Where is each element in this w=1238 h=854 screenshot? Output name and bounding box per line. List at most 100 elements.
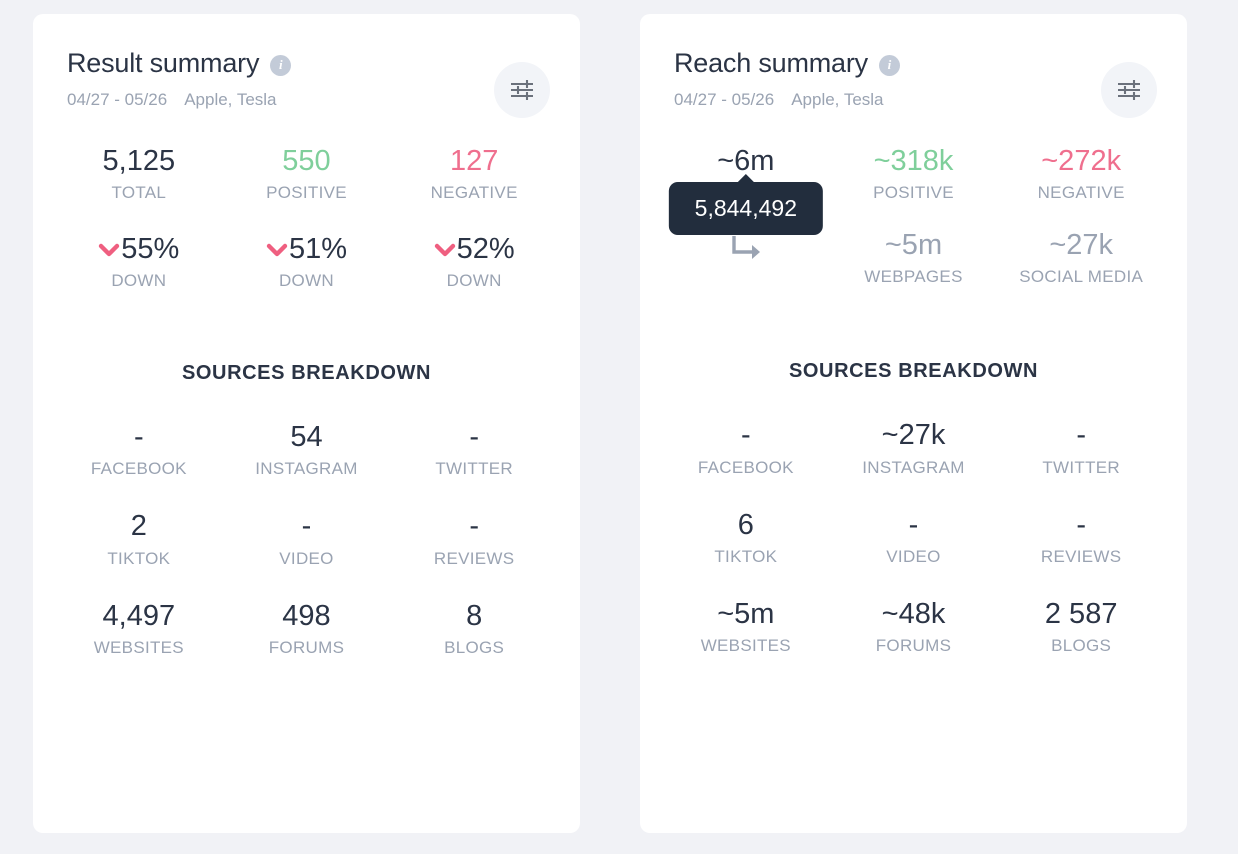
chevron-down-icon <box>99 243 120 256</box>
stat-label: WEBPAGES <box>864 267 963 287</box>
breakdown-value: ~27k <box>881 419 946 452</box>
breakdown-reviews: - REVIEWS <box>997 508 1165 567</box>
stat-negative: ~272k NEGATIVE <box>997 144 1165 203</box>
breakdown-row: - FACEBOOK 54 INSTAGRAM - TWITTER <box>33 420 580 479</box>
breakdown-value: 6 <box>737 508 754 541</box>
title-row: Reach summary i <box>674 48 1153 79</box>
primary-stats-row: ~6m 5,844,492 ~318k POSITIVE ~272k NEGAT… <box>640 144 1187 235</box>
tooltip-value: 5,844,492 <box>668 182 823 235</box>
sub-breakdown-indicator <box>662 228 830 287</box>
settings-button[interactable] <box>1101 62 1157 118</box>
corner-down-right-arrow-icon <box>732 236 760 260</box>
date-range: 04/27 - 05/26 <box>67 90 168 109</box>
breakdown-value: - <box>1076 419 1086 452</box>
trend-label: DOWN <box>111 271 167 291</box>
stat-webpages: ~5m WEBPAGES <box>830 228 998 287</box>
breakdown-label: TIKTOK <box>107 548 171 568</box>
stat-total: 5,125 TOTAL <box>55 144 223 203</box>
stat-label: NEGATIVE <box>430 183 518 203</box>
breakdown-value: 498 <box>282 599 331 632</box>
trend-value-wrap: 52% <box>434 233 515 266</box>
breakdown-websites: 4,497 WEBSITES <box>55 599 223 658</box>
entities-label: Apple, Tesla <box>791 90 884 109</box>
breakdown-value: 8 <box>466 599 483 632</box>
stat-value: ~272k <box>1041 145 1122 177</box>
breakdown-reviews: - REVIEWS <box>390 509 558 568</box>
entities-label: Apple, Tesla <box>184 90 277 109</box>
breakdown-websites: ~5m WEBSITES <box>662 597 830 656</box>
card-meta: 04/27 - 05/26 Apple, Tesla <box>674 90 1153 110</box>
trend-value-wrap: 51% <box>266 233 347 266</box>
breakdown-label: BLOGS <box>1051 636 1112 656</box>
stat-value: 5,125 <box>102 145 176 177</box>
trend-percent: 52% <box>456 233 515 266</box>
breakdown-tiktok: 2 TIKTOK <box>55 509 223 568</box>
breakdown-value: - <box>301 510 312 543</box>
sources-breakdown-title: SOURCES BREAKDOWN <box>788 360 1039 383</box>
breakdown-label: REVIEWS <box>433 548 515 568</box>
breakdown-label: BLOGS <box>444 637 505 657</box>
breakdown-value: ~5m <box>717 597 775 630</box>
stat-positive: 550 POSITIVE <box>223 144 391 203</box>
breakdown-value: - <box>133 421 144 454</box>
breakdown-label: WEBSITES <box>700 636 791 656</box>
secondary-stats-row: ~5m WEBPAGES ~27k SOCIAL MEDIA <box>640 228 1187 287</box>
breakdown-row: ~5m WEBSITES ~48k FORUMS 2 587 BLOGS <box>640 597 1187 656</box>
breakdown-label: REVIEWS <box>1040 546 1122 566</box>
breakdown-label: FACEBOOK <box>697 457 794 477</box>
stat-value: 127 <box>449 145 499 177</box>
breakdown-row: 4,497 WEBSITES 498 FORUMS 8 BLOGS <box>33 599 580 658</box>
stat-negative: 127 NEGATIVE <box>390 144 558 203</box>
breakdown-value: - <box>469 510 479 543</box>
breakdown-facebook: - FACEBOOK <box>55 420 223 479</box>
breakdown-value: ~48k <box>881 597 946 630</box>
chevron-down-icon <box>266 243 288 256</box>
stat-value: ~318k <box>873 145 954 177</box>
trend-stats-row: 55% DOWN 51% DOWN 52% <box>33 233 580 291</box>
info-icon[interactable]: i <box>878 54 900 76</box>
sliders-icon <box>511 80 533 100</box>
breakdown-video: - VIDEO <box>830 508 998 567</box>
breakdown-blogs: 8 BLOGS <box>390 599 558 658</box>
breakdown-value: 54 <box>290 421 323 454</box>
breakdown-value: 2 587 <box>1044 597 1118 630</box>
stat-label: POSITIVE <box>266 183 347 203</box>
sliders-icon <box>1118 80 1140 100</box>
stat-value: 550 <box>282 145 331 177</box>
trend-total: 55% DOWN <box>55 233 223 291</box>
breakdown-tiktok: 6 TIKTOK <box>662 508 830 567</box>
breakdown-twitter: - TWITTER <box>390 420 558 479</box>
breakdown-facebook: - FACEBOOK <box>662 418 830 477</box>
stat-value: ~5m <box>884 229 943 262</box>
stat-label: NEGATIVE <box>1037 183 1125 203</box>
page-title: Reach summary <box>674 48 868 78</box>
breakdown-forums: ~48k FORUMS <box>830 597 998 656</box>
breakdown-forums: 498 FORUMS <box>223 599 391 658</box>
card-header: Reach summary i 04/27 - 05/26 Apple, Tes… <box>640 14 1187 118</box>
breakdown-value: - <box>740 419 751 452</box>
breakdown-value: 4,497 <box>102 599 176 632</box>
breakdown-label: FACEBOOK <box>90 459 187 479</box>
breakdown-twitter: - TWITTER <box>997 418 1165 477</box>
trend-label: DOWN <box>278 271 334 291</box>
breakdown-value: 2 <box>130 510 147 543</box>
date-range: 04/27 - 05/26 <box>674 90 775 109</box>
breakdown-label: VIDEO <box>886 546 941 566</box>
breakdown-label: WEBSITES <box>93 637 184 657</box>
settings-button[interactable] <box>494 62 550 118</box>
trend-value-wrap: 55% <box>98 233 179 266</box>
breakdown-blogs: 2 587 BLOGS <box>997 597 1165 656</box>
sources-breakdown-title: SOURCES BREAKDOWN <box>181 362 432 385</box>
stat-social-media: ~27k SOCIAL MEDIA <box>997 228 1165 287</box>
breakdown-label: FORUMS <box>268 637 345 657</box>
breakdown-value: - <box>469 421 479 454</box>
trend-positive: 51% DOWN <box>223 233 391 291</box>
card-meta: 04/27 - 05/26 Apple, Tesla <box>67 90 546 110</box>
breakdown-label: TWITTER <box>435 459 513 479</box>
breakdown-instagram: 54 INSTAGRAM <box>223 420 391 479</box>
breakdown-label: TWITTER <box>1042 457 1120 477</box>
stat-total-reach[interactable]: ~6m 5,844,492 <box>662 144 830 235</box>
trend-percent: 51% <box>288 233 348 266</box>
breakdown-row: 6 TIKTOK - VIDEO - REVIEWS <box>640 508 1187 567</box>
info-icon[interactable]: i <box>270 54 292 76</box>
